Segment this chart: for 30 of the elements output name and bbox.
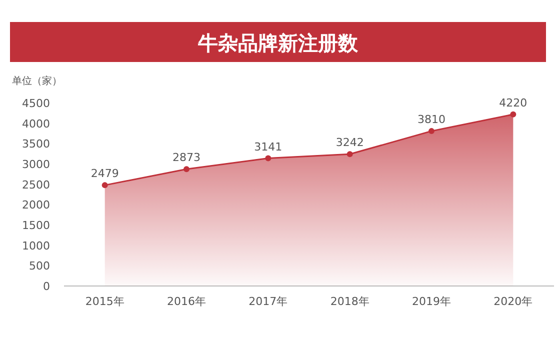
data-label: 2479 (90, 167, 119, 180)
chart-title: 牛杂品牌新注册数 (197, 31, 359, 55)
data-label: 3810 (418, 113, 446, 126)
data-label: 2873 (172, 151, 200, 164)
y-tick-label: 4500 (22, 97, 50, 110)
data-label: 3242 (336, 136, 364, 150)
y-tick-label: 4000 (22, 117, 50, 130)
y-tick-label: 1500 (22, 219, 50, 232)
y-tick-label: 2000 (22, 198, 50, 212)
point (346, 151, 353, 158)
y-tick-label: 3000 (22, 158, 50, 171)
point (510, 111, 516, 118)
y-axis-title: 单位（家） (12, 75, 62, 87)
y-tick-label: 3500 (22, 138, 50, 151)
data-label: 3141 (254, 140, 282, 154)
point (184, 166, 190, 172)
y-tick-label: 2500 (22, 178, 50, 192)
point (428, 128, 434, 134)
x-tick-label: 2016年 (167, 295, 206, 308)
y-tick-label: 500 (29, 260, 50, 273)
point (102, 182, 108, 188)
x-tick-label: 2017年 (248, 295, 288, 308)
x-tick-label: 2018年 (330, 295, 370, 308)
point (265, 155, 272, 162)
x-tick-label: 2019年 (412, 295, 451, 308)
x-tick-label: 2015年 (85, 295, 124, 308)
x-tick-label: 2020年 (494, 295, 533, 308)
y-tick-label: 1000 (22, 239, 50, 252)
y-tick-label: 0 (43, 280, 50, 293)
data-label: 4220 (499, 96, 528, 110)
